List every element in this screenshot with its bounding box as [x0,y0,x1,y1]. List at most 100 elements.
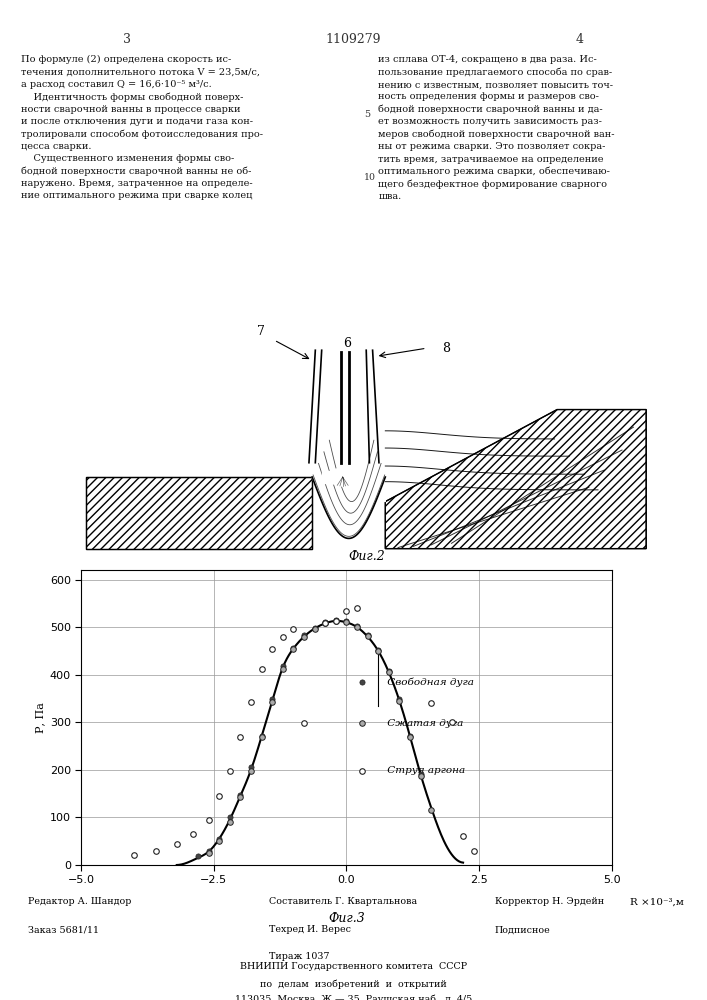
Point [404,729,416,745]
Point [267,691,278,707]
Point [214,831,225,847]
Point [277,629,288,645]
Point [369,857,380,873]
Point [415,766,426,782]
Point [245,694,257,710]
Text: Свободная дуга: Свободная дуга [383,677,474,687]
Text: Сжатая дуга: Сжатая дуга [383,719,463,728]
Point [277,661,288,677]
Point [288,640,299,656]
Point [320,615,331,631]
Polygon shape [385,410,646,549]
Point [309,620,320,636]
Point [203,843,214,859]
Text: 113035, Москва, Ж — 35, Раушская наб., д. 4/5: 113035, Москва, Ж — 35, Раушская наб., д… [235,994,472,1000]
Point [224,763,235,779]
Point [330,613,341,629]
Point [426,695,437,711]
Text: 6: 6 [343,337,351,350]
Point [214,833,225,849]
Point [256,728,267,744]
Point [203,812,214,828]
Point [150,843,161,859]
Point [235,789,246,805]
Point [383,664,395,680]
Circle shape [329,468,357,486]
Text: ВНИИПИ Государственного комитета  СССР: ВНИИПИ Государственного комитета СССР [240,962,467,971]
Point [373,642,384,658]
Point [256,729,267,745]
Text: 10: 10 [364,173,376,182]
Point [288,641,299,657]
Text: Тираж 1037: Тираж 1037 [269,952,329,961]
Point [341,614,352,630]
Point [394,693,405,709]
Point [214,788,225,804]
Text: Фиг.3: Фиг.3 [328,912,365,925]
Point [171,836,182,852]
Text: Заказ 5681/11: Заказ 5681/11 [28,925,99,934]
Text: из сплава ОТ-4, сокращено в два раза. Ис-
пользование предлагаемого способа по с: из сплава ОТ-4, сокращено в два раза. Ис… [378,55,615,201]
Text: Фиг.2: Фиг.2 [348,550,385,563]
Point [351,618,363,634]
Point [394,691,405,707]
Point [235,729,246,745]
Text: 4: 4 [575,33,584,46]
Point [203,845,214,861]
Point [129,847,140,863]
Point [341,613,352,629]
Point [351,619,363,635]
Point [309,621,320,637]
Text: 1109279: 1109279 [326,33,381,46]
Point [224,809,235,825]
Point [447,714,458,730]
Point [373,643,384,659]
Point [362,628,373,644]
Text: Составитель Г. Квартальнова: Составитель Г. Квартальнова [269,896,417,906]
Point [187,826,198,842]
Polygon shape [312,477,385,538]
Point [404,728,416,744]
Point [267,641,278,657]
Point [298,627,310,643]
Point [383,663,395,679]
Point [341,603,352,619]
Point [245,759,257,775]
Text: R ×10⁻³,м: R ×10⁻³,м [630,897,684,906]
Point [235,787,246,803]
Point [415,768,426,784]
Point [277,658,288,674]
Text: 5: 5 [364,110,370,119]
Point [351,600,363,616]
Point [224,814,235,830]
Text: по  делам  изобретений  и  открытий: по делам изобретений и открытий [260,979,447,989]
Point [369,857,380,873]
Point [288,621,299,637]
Point [245,763,257,779]
Point [320,614,331,630]
Point [330,613,341,629]
Point [298,715,310,731]
Point [330,612,341,628]
Text: Редактор А. Шандор: Редактор А. Шандор [28,896,132,906]
Text: По формуле (2) определена скорость ис-
течения дополнительного потока V = 23,5м/: По формуле (2) определена скорость ис- т… [21,55,263,200]
Point [267,694,278,710]
Text: 8: 8 [443,342,450,355]
Polygon shape [86,477,312,549]
Text: Струя аргона: Струя аргона [383,766,464,775]
Text: Техред И. Верес: Техред И. Верес [269,925,351,934]
Point [457,828,469,844]
Text: Подписное: Подписное [495,925,551,934]
Y-axis label: Р, Па: Р, Па [35,702,45,733]
Point [256,661,267,677]
Point [298,629,310,645]
Text: 7: 7 [257,325,265,338]
Point [320,615,331,631]
Text: Корректор Н. Эрдейн: Корректор Н. Эрдейн [495,896,604,906]
Point [369,857,380,873]
Point [426,802,437,818]
Text: 3: 3 [123,33,132,46]
Point [362,627,373,643]
Point [468,843,479,859]
Point [192,848,204,864]
